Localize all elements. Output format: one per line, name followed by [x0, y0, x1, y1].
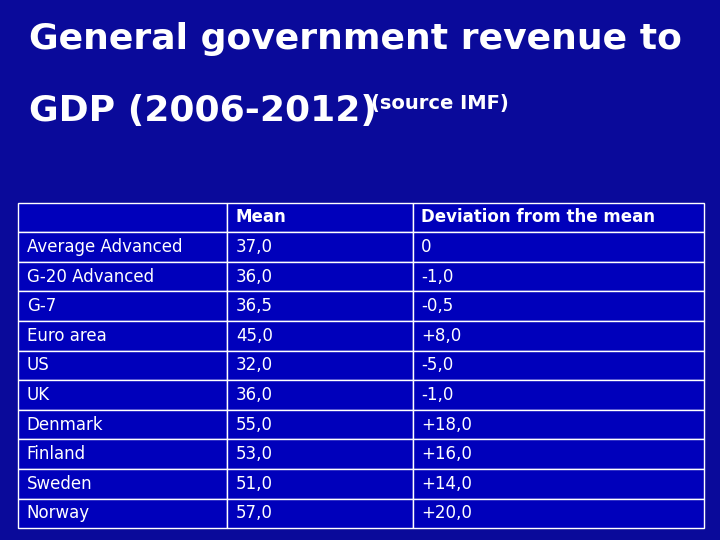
Bar	[228, 202, 413, 232]
Text: 55,0: 55,0	[236, 415, 273, 434]
Bar	[18, 350, 228, 380]
Text: Finland: Finland	[27, 445, 86, 463]
Text: 45,0: 45,0	[236, 327, 273, 345]
Bar	[228, 262, 413, 291]
Text: 53,0: 53,0	[236, 445, 273, 463]
Bar	[413, 262, 704, 291]
Bar	[228, 410, 413, 440]
Text: -5,0: -5,0	[421, 356, 454, 374]
Bar	[228, 350, 413, 380]
Bar	[413, 232, 704, 262]
Bar	[18, 262, 228, 291]
Text: +8,0: +8,0	[421, 327, 462, 345]
Text: Average Advanced: Average Advanced	[27, 238, 182, 256]
Text: Euro area: Euro area	[27, 327, 107, 345]
Text: G-20 Advanced: G-20 Advanced	[27, 267, 154, 286]
Text: 51,0: 51,0	[236, 475, 273, 492]
Bar	[18, 380, 228, 410]
Text: (source IMF): (source IMF)	[371, 94, 508, 113]
Bar	[18, 202, 228, 232]
Text: -0,5: -0,5	[421, 297, 454, 315]
Bar	[228, 498, 413, 528]
Bar	[413, 291, 704, 321]
Text: 37,0: 37,0	[236, 238, 273, 256]
Bar	[18, 232, 228, 262]
Bar	[413, 469, 704, 498]
Text: UK: UK	[27, 386, 50, 404]
Bar	[413, 202, 704, 232]
Text: 0: 0	[421, 238, 432, 256]
Text: General government revenue to: General government revenue to	[29, 22, 682, 56]
Bar	[18, 469, 228, 498]
Bar	[18, 498, 228, 528]
Text: Denmark: Denmark	[27, 415, 103, 434]
Text: +18,0: +18,0	[421, 415, 472, 434]
Text: Deviation from the mean: Deviation from the mean	[421, 208, 655, 226]
Bar	[18, 291, 228, 321]
Bar	[413, 440, 704, 469]
Text: -1,0: -1,0	[421, 267, 454, 286]
Text: 36,0: 36,0	[236, 267, 273, 286]
Text: GDP (2006-2012): GDP (2006-2012)	[29, 94, 377, 129]
Bar	[413, 410, 704, 440]
Bar	[228, 380, 413, 410]
Text: 32,0: 32,0	[236, 356, 273, 374]
Text: +14,0: +14,0	[421, 475, 472, 492]
Bar	[18, 410, 228, 440]
Bar	[228, 232, 413, 262]
Bar	[413, 498, 704, 528]
Text: -1,0: -1,0	[421, 386, 454, 404]
Text: 36,0: 36,0	[236, 386, 273, 404]
Text: Norway: Norway	[27, 504, 90, 522]
Bar	[18, 440, 228, 469]
Text: +16,0: +16,0	[421, 445, 472, 463]
Bar	[228, 469, 413, 498]
Bar	[413, 380, 704, 410]
Text: Sweden: Sweden	[27, 475, 92, 492]
Text: Mean: Mean	[236, 208, 287, 226]
Bar	[228, 440, 413, 469]
Bar	[413, 321, 704, 350]
Bar	[228, 291, 413, 321]
Bar	[228, 321, 413, 350]
Bar	[18, 321, 228, 350]
Text: G-7: G-7	[27, 297, 56, 315]
Text: 36,5: 36,5	[236, 297, 273, 315]
Text: US: US	[27, 356, 50, 374]
Text: 57,0: 57,0	[236, 504, 273, 522]
Bar	[413, 350, 704, 380]
Text: +20,0: +20,0	[421, 504, 472, 522]
